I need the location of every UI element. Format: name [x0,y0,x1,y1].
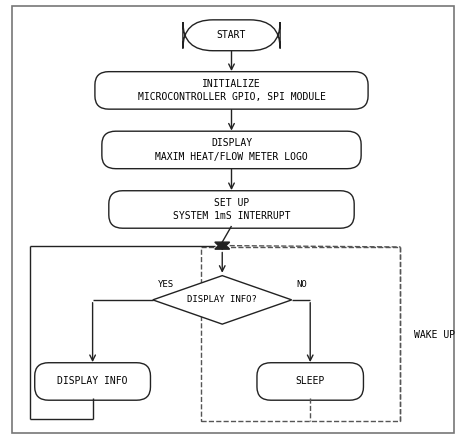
Text: DISPLAY
MAXIM HEAT/FLOW METER LOGO: DISPLAY MAXIM HEAT/FLOW METER LOGO [155,138,308,161]
Text: SLEEP: SLEEP [295,377,325,386]
FancyBboxPatch shape [257,363,363,400]
Polygon shape [215,242,230,249]
Text: SET UP
SYSTEM 1mS INTERRUPT: SET UP SYSTEM 1mS INTERRUPT [173,198,290,221]
FancyBboxPatch shape [95,71,368,109]
Text: YES: YES [157,280,174,289]
Text: DISPLAY INFO: DISPLAY INFO [57,377,128,386]
Polygon shape [153,276,292,324]
Text: NO: NO [296,280,307,289]
Polygon shape [215,242,230,249]
Text: INITIALIZE
MICROCONTROLLER GPIO, SPI MODULE: INITIALIZE MICROCONTROLLER GPIO, SPI MOD… [138,79,325,102]
Text: START: START [217,30,246,40]
FancyBboxPatch shape [35,363,150,400]
FancyBboxPatch shape [12,6,454,433]
FancyBboxPatch shape [183,20,280,51]
Text: DISPLAY INFO?: DISPLAY INFO? [188,295,257,304]
FancyBboxPatch shape [102,131,361,168]
Text: WAKE UP: WAKE UP [414,330,456,340]
FancyBboxPatch shape [109,191,354,228]
